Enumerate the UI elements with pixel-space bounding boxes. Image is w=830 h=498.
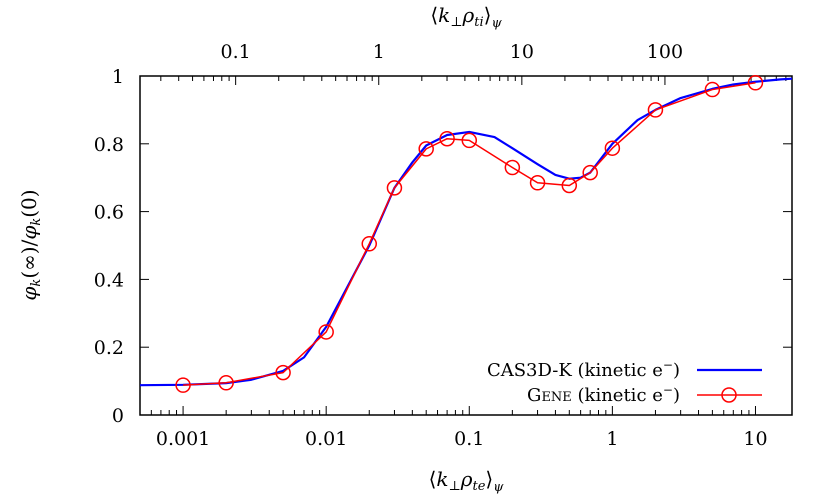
data-point-gene <box>461 132 478 149</box>
series-layer <box>139 75 793 393</box>
x-tick-label: 0.001 <box>156 428 210 450</box>
x2-tick-label: 1 <box>373 41 385 63</box>
data-point-gene <box>418 141 434 157</box>
legend-label-gene: GENE (kinetic e−) <box>527 383 680 406</box>
x2-tick-label: 100 <box>647 41 683 63</box>
legend-label-cas3d: CAS3D-K (kinetic e−) <box>487 358 680 381</box>
x-tick-label: 1 <box>606 428 618 450</box>
y-tick-label: 0 <box>112 405 124 427</box>
data-point-gene <box>504 159 521 176</box>
y-axis-title: φk(∞)/φk(0) <box>17 189 44 300</box>
data-point-gene <box>439 130 455 147</box>
data-point-gene <box>582 164 598 181</box>
ticks: 0.001 0.01 0.1 1 10 0.1 1 10 100 0 0.2 0.4 0.6 0.8 1 <box>94 41 792 450</box>
y-tick-label: 1 <box>112 66 124 88</box>
data-point-gene <box>275 364 291 381</box>
data-point-gene <box>561 177 578 194</box>
x-tick-label: 0.1 <box>454 428 484 450</box>
data-point-gene <box>318 324 334 340</box>
data-point-gene <box>218 375 234 391</box>
x2-axis-title: ⟨k⊥ρti⟩ψ <box>430 3 502 31</box>
x-tick-label: 10 <box>743 428 767 450</box>
data-point-gene <box>386 180 403 196</box>
data-point-gene <box>647 102 664 118</box>
y-tick-label: 0.2 <box>94 337 124 359</box>
data-point-gene <box>529 175 546 191</box>
x2-tick-label: 10 <box>510 41 534 63</box>
data-point-gene <box>175 377 191 393</box>
series-line-cas3d <box>139 77 793 387</box>
x2-tick-label: 0.1 <box>221 41 251 63</box>
y-tick-label: 0.8 <box>94 134 124 156</box>
legend: CAS3D-K (kinetic e−) GENE (kinetic e−) <box>487 358 762 406</box>
y-tick-label: 0.6 <box>94 202 124 224</box>
data-point-gene <box>704 81 721 98</box>
x-axis-title: ⟨k⊥ρte⟩ψ <box>429 467 505 495</box>
data-point-gene <box>361 236 378 252</box>
data-point-gene <box>604 140 621 156</box>
series-line-gene <box>183 82 756 386</box>
y-tick-label: 0.4 <box>94 269 124 291</box>
data-point-gene <box>747 75 764 91</box>
plot-area <box>139 75 793 416</box>
x-tick-label: 0.01 <box>305 428 347 450</box>
legend-marker-gene <box>721 387 737 403</box>
